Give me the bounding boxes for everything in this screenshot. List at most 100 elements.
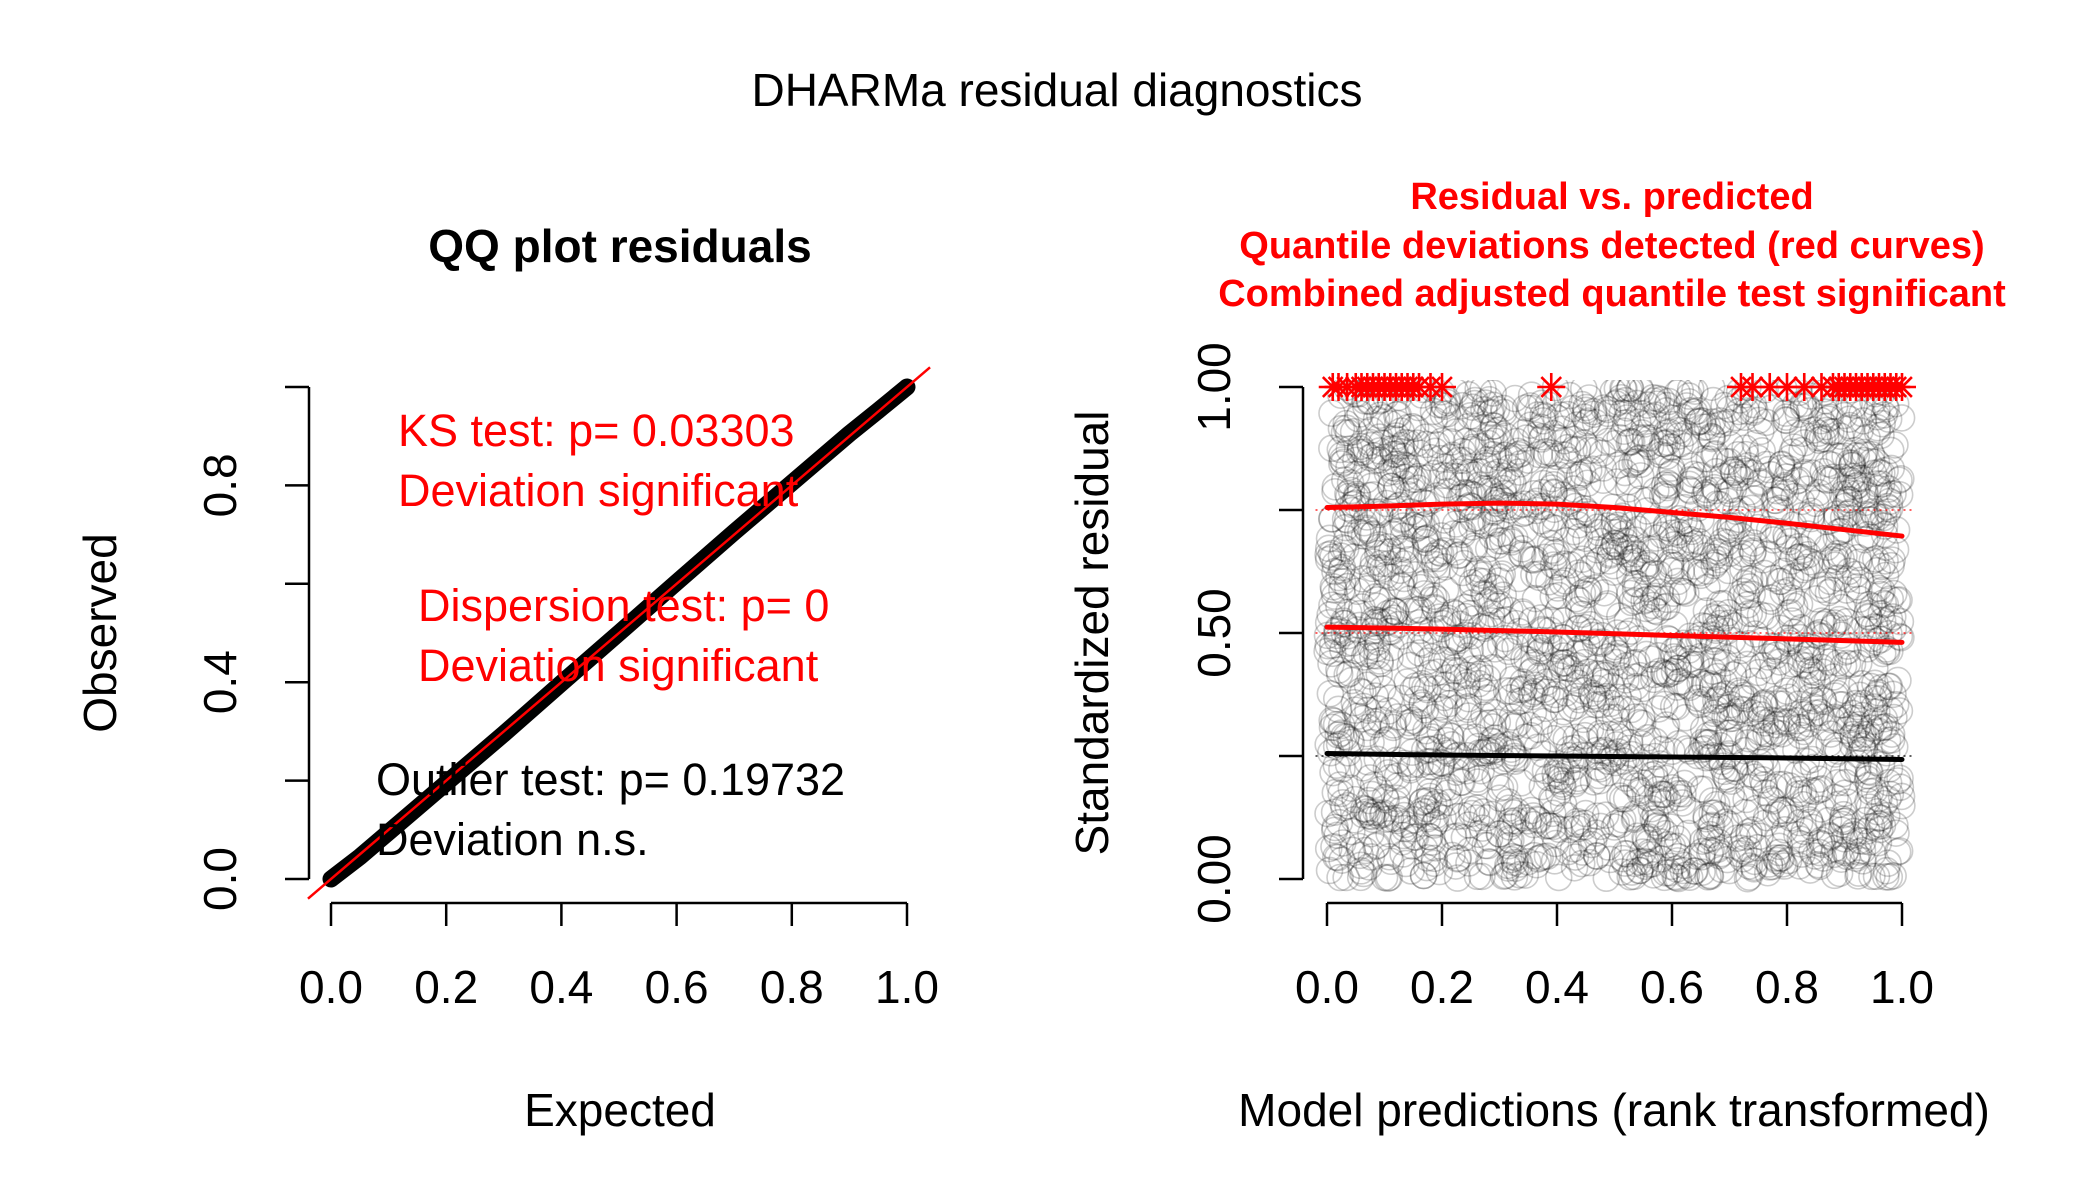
residual-point xyxy=(1624,625,1653,653)
residual-point xyxy=(1413,524,1441,552)
residual-point xyxy=(1617,617,1645,645)
residual-point xyxy=(1362,634,1391,663)
residual-point xyxy=(1670,851,1699,880)
residual-point xyxy=(1650,780,1679,809)
residual-point xyxy=(1763,685,1791,713)
residual-point xyxy=(1867,552,1896,581)
residual-point xyxy=(1775,772,1804,800)
residual-point xyxy=(1436,443,1464,472)
residual-point xyxy=(1785,775,1813,804)
residual-point xyxy=(1689,715,1718,743)
residual-point xyxy=(1769,557,1798,586)
residual-point xyxy=(1686,558,1715,587)
residual-point xyxy=(1416,782,1444,811)
residual-point xyxy=(1813,507,1841,536)
residual-point xyxy=(1650,430,1679,458)
residual-point xyxy=(1541,635,1570,663)
residual-point xyxy=(1643,384,1672,413)
residual-point xyxy=(1408,597,1436,625)
residual-point xyxy=(1429,609,1457,638)
residual-point xyxy=(1497,735,1526,763)
residual-point xyxy=(1625,856,1654,885)
residual-point xyxy=(1548,653,1576,682)
residual-point xyxy=(1643,390,1671,418)
residual-point xyxy=(1429,400,1458,429)
residual-point xyxy=(1863,418,1892,446)
residual-point xyxy=(1366,649,1395,678)
residual-point xyxy=(1486,590,1514,618)
residual-point xyxy=(1696,820,1724,849)
residual-point xyxy=(1484,482,1513,511)
residual-point xyxy=(1417,747,1446,776)
residual-point xyxy=(1422,801,1451,829)
residual-point xyxy=(1668,403,1697,432)
residual-point xyxy=(1850,446,1878,475)
residual-point xyxy=(1430,553,1459,581)
residual-point xyxy=(1738,816,1767,844)
residual-point xyxy=(1728,495,1756,524)
residual-point xyxy=(1557,694,1586,722)
residual-point xyxy=(1616,534,1645,563)
residual-point xyxy=(1863,698,1891,726)
residual-point xyxy=(1394,545,1423,574)
residual-point xyxy=(1414,748,1442,776)
residual-point xyxy=(1538,464,1566,493)
residual-point xyxy=(1851,488,1880,517)
residual-point xyxy=(1692,542,1720,570)
residual-point xyxy=(1449,801,1478,830)
residual-point xyxy=(1405,639,1434,667)
residual-point xyxy=(1453,493,1482,522)
residual-point xyxy=(1625,708,1654,737)
residual-point xyxy=(1579,397,1608,426)
residual-point xyxy=(1717,779,1746,808)
residual-point xyxy=(1323,617,1351,646)
residual-point xyxy=(1417,544,1445,573)
residual-point xyxy=(1493,468,1522,497)
residual-y-tick-label: 0.50 xyxy=(1188,588,1240,678)
residual-point xyxy=(1809,687,1838,715)
residual-point xyxy=(1633,549,1662,578)
residual-point xyxy=(1861,545,1890,573)
residual-point xyxy=(1825,859,1854,888)
residual-point xyxy=(1468,862,1496,891)
residual-point xyxy=(1545,384,1573,413)
residual-point xyxy=(1664,567,1692,596)
residual-point xyxy=(1541,685,1569,714)
residual-point xyxy=(1846,724,1875,753)
residual-point xyxy=(1639,861,1668,889)
residual-point xyxy=(1873,481,1902,510)
residual-point xyxy=(1635,829,1663,857)
residual-point xyxy=(1584,761,1613,790)
residual-point xyxy=(1419,397,1448,426)
residual-point xyxy=(1630,410,1659,438)
residual-point xyxy=(1344,404,1372,433)
residual-point xyxy=(1754,455,1783,484)
residual-point xyxy=(1847,464,1876,493)
residual-point xyxy=(1801,699,1830,728)
residual-point xyxy=(1452,723,1480,752)
residual-point xyxy=(1494,788,1523,816)
residual-point xyxy=(1702,548,1730,577)
residual-point xyxy=(1373,459,1402,487)
residual-point xyxy=(1680,552,1709,580)
residual-point xyxy=(1333,525,1361,553)
residual-point xyxy=(1886,607,1915,636)
residual-point xyxy=(1800,693,1828,721)
residual-point xyxy=(1443,845,1472,873)
residual-point xyxy=(1460,534,1489,563)
residual-point xyxy=(1692,612,1721,641)
residual-point xyxy=(1873,492,1901,521)
residual-point xyxy=(1382,454,1410,483)
residual-point xyxy=(1812,412,1840,441)
residual-point xyxy=(1543,752,1572,781)
residual-point xyxy=(1574,658,1602,686)
residual-point xyxy=(1555,487,1583,516)
residual-point xyxy=(1867,673,1896,702)
residual-point xyxy=(1880,579,1908,608)
residual-point xyxy=(1833,500,1862,529)
residual-point xyxy=(1314,799,1342,828)
residual-point xyxy=(1358,554,1387,583)
residual-point xyxy=(1348,547,1376,576)
residual-point xyxy=(1399,676,1427,704)
residual-point xyxy=(1320,582,1349,610)
